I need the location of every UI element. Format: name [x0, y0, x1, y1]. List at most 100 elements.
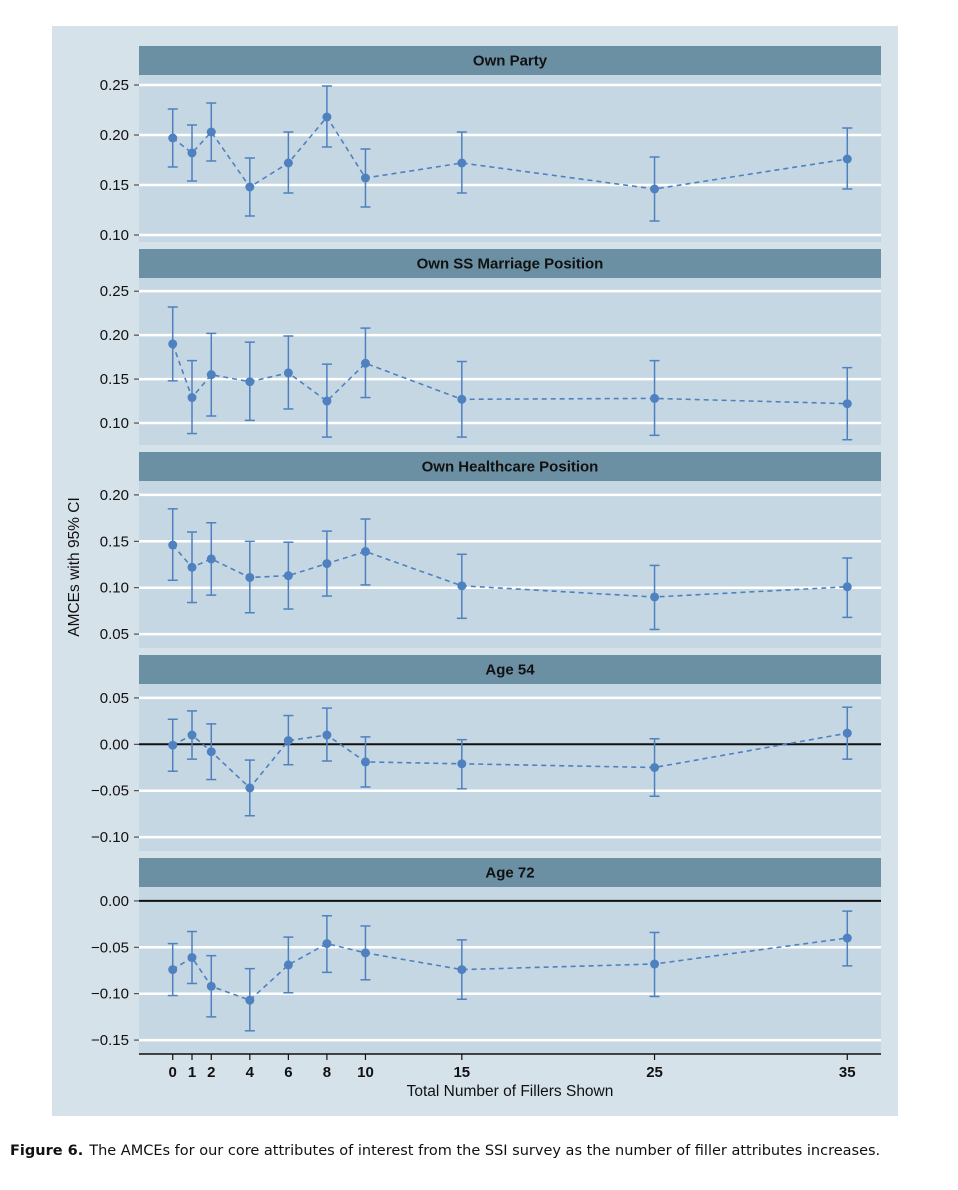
data-point [245, 783, 255, 793]
data-point [206, 747, 216, 757]
data-point [457, 158, 467, 168]
series-line-own-ss-marriage-position [171, 343, 848, 405]
data-point [245, 377, 255, 387]
y-tick-label: 0.25 [100, 77, 129, 94]
series-line-age-72 [172, 937, 848, 1002]
data-point [650, 184, 660, 194]
data-point [322, 396, 332, 406]
data-point [322, 112, 332, 122]
x-tick-label: 1 [188, 1064, 196, 1081]
data-point [206, 370, 216, 380]
data-point [650, 959, 660, 969]
data-point [168, 540, 178, 550]
y-tick-label: 0.10 [100, 415, 129, 432]
x-tick-label: 25 [646, 1064, 663, 1081]
y-tick-label: −0.05 [91, 939, 129, 956]
facet-strip-own-ss-marriage-position [139, 249, 881, 278]
series-line-own-party [172, 115, 848, 190]
y-tick-label: 0.15 [100, 371, 129, 388]
data-point [842, 933, 852, 943]
data-point [457, 394, 467, 404]
facet-strip-own-party [139, 46, 881, 75]
data-point [322, 559, 332, 569]
y-tick-label: −0.15 [91, 1032, 129, 1049]
facet-strip-own-healthcare-position [139, 452, 881, 481]
data-point [457, 581, 467, 591]
data-point [360, 547, 370, 557]
data-point [187, 730, 197, 740]
data-point [322, 730, 332, 740]
data-point [842, 154, 852, 164]
y-tick-label: −0.10 [91, 986, 129, 1003]
series-line-own-healthcare-position [172, 544, 848, 598]
x-tick-label: 0 [169, 1064, 177, 1081]
y-tick-label: 0.10 [100, 580, 129, 597]
caption-text: The AMCEs for our core attributes of int… [89, 1143, 881, 1159]
data-point [245, 995, 255, 1005]
y-tick-label: 0.10 [100, 227, 129, 244]
facet-title-own-ss-marriage-position: Own SS Marriage Position [417, 256, 604, 273]
y-tick-label: 0.15 [100, 533, 129, 550]
data-point [206, 554, 216, 564]
y-tick-label: 0.25 [100, 283, 129, 300]
facet-title-age-54: Age 54 [485, 662, 535, 679]
x-tick-label: 10 [357, 1064, 374, 1081]
data-point [168, 740, 178, 750]
x-tick-label: 15 [453, 1064, 470, 1081]
data-point [360, 358, 370, 368]
data-point [283, 571, 293, 581]
data-point [283, 368, 293, 378]
data-point [283, 736, 293, 746]
y-tick-label: 0.00 [100, 893, 129, 910]
y-tick-label: 0.00 [100, 736, 129, 753]
x-tick-label: 2 [207, 1064, 215, 1081]
facet-strip-age-72 [139, 858, 881, 887]
data-point [187, 148, 197, 158]
data-point [650, 393, 660, 403]
y-tick-label: −0.05 [91, 783, 129, 800]
data-point [187, 562, 197, 572]
facet-title-age-72: Age 72 [485, 865, 534, 882]
x-tick-label: 6 [284, 1064, 292, 1081]
data-point [187, 393, 197, 403]
figure-caption: Figure 6. The AMCEs for our core attribut… [10, 1143, 950, 1159]
data-point [457, 759, 467, 769]
data-point [245, 572, 255, 582]
data-point [168, 133, 178, 143]
facet-title-own-healthcare-position: Own Healthcare Position [422, 459, 599, 476]
data-point [360, 948, 370, 958]
facet-title-own-party: Own Party [473, 53, 548, 70]
data-point [187, 953, 197, 963]
y-tick-label: 0.20 [100, 487, 129, 504]
amce-chart: Own Party 0.10 0.15 0.20 0.25 Own SS Marriage… [66, 46, 881, 1100]
facet-plot-bg-age-54 [139, 684, 881, 851]
data-point [168, 339, 178, 349]
figure-panel: Own Party 0.10 0.15 0.20 0.25 Own SS Marriage… [52, 26, 898, 1116]
y-tick-label: 0.20 [100, 327, 129, 344]
y-tick-label: 0.05 [100, 626, 129, 643]
data-point [206, 127, 216, 137]
data-point [842, 399, 852, 409]
data-point [206, 981, 216, 991]
facet-plot-bg-own-healthcare-position [139, 481, 881, 648]
data-point [283, 960, 293, 970]
facet-plot-bg-own-ss-marriage-position [139, 278, 881, 445]
y-axis-title: AMCEs with 95% CI [66, 497, 83, 637]
caption-label: Figure 6. [10, 1143, 84, 1159]
data-point [245, 182, 255, 192]
series-line-age-54 [172, 732, 848, 790]
x-axis-title: Total Number of Fillers Shown [407, 1083, 614, 1100]
x-tick-label: 4 [246, 1064, 255, 1081]
y-tick-label: 0.20 [100, 127, 129, 144]
data-point [842, 582, 852, 592]
data-point [650, 763, 660, 772]
data-point [360, 173, 370, 183]
y-tick-label: −0.10 [91, 829, 129, 846]
data-point [457, 965, 467, 975]
data-point [322, 939, 332, 949]
x-tick-label: 8 [323, 1064, 331, 1081]
data-point [842, 728, 852, 738]
data-point [650, 592, 660, 602]
facet-strip-age-54 [139, 655, 881, 684]
y-tick-label: 0.05 [100, 690, 129, 707]
